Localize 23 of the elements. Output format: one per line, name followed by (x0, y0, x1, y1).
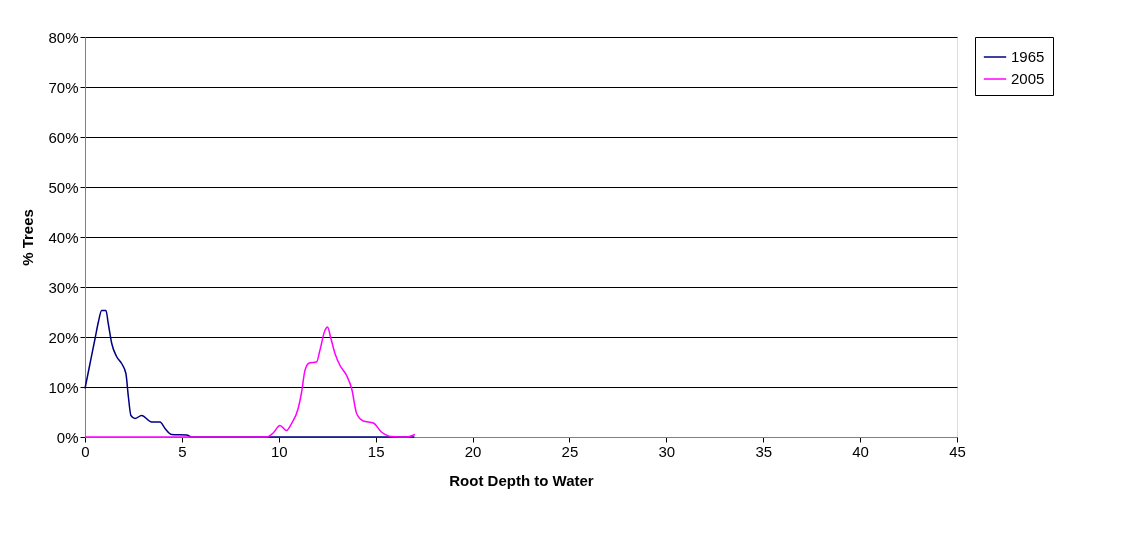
y-tick-label: 30% (48, 278, 79, 296)
x-tick-label: 40 (852, 442, 869, 460)
y-tick-label: 50% (48, 178, 79, 196)
y-axis-title: % Trees (19, 209, 37, 266)
x-axis-title: Root Depth to Water (449, 471, 594, 489)
y-tick-label: 60% (48, 128, 79, 146)
y-tick-label: 20% (48, 328, 79, 346)
y-tick-label: 40% (48, 228, 79, 246)
legend-label: 1965 (1011, 48, 1045, 65)
x-tick-label: 10 (270, 442, 288, 460)
x-tick-label: 25 (561, 442, 579, 460)
x-tick-label: 0 (81, 442, 90, 460)
x-tick-label: 45 (949, 442, 966, 460)
y-tick-label: 10% (48, 378, 79, 396)
legend-label: 2005 (1011, 70, 1045, 87)
y-tick-label: 80% (48, 28, 79, 46)
x-tick-label: 20 (464, 442, 482, 460)
x-tick-label: 15 (367, 442, 385, 460)
y-tick-label: 70% (48, 78, 79, 96)
x-tick-label: 5 (178, 442, 187, 460)
x-tick-label: 30 (658, 442, 676, 460)
y-tick-label: 0% (56, 428, 79, 446)
x-tick-label: 35 (755, 442, 773, 460)
